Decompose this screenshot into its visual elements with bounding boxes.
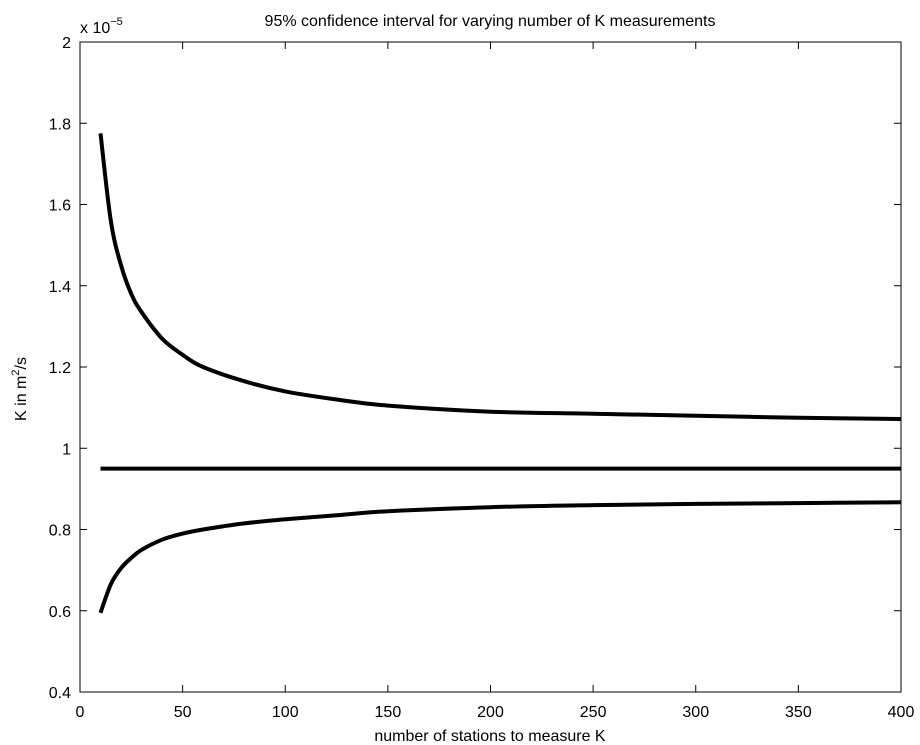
y-tick-label: 1.8 — [49, 116, 71, 133]
y-tick-label: 0.6 — [49, 604, 71, 621]
y-tick-label: 2 — [62, 35, 71, 52]
chart-title: 95% confidence interval for varying numb… — [265, 13, 716, 30]
x-tick-label: 0 — [76, 704, 85, 721]
plot-frame — [79, 41, 902, 693]
x-tick-label: 100 — [272, 704, 299, 721]
y-tick-label: 0.4 — [49, 685, 71, 702]
y-axis-label-suffix: /s — [13, 357, 30, 369]
y-tick-label: 1 — [62, 441, 71, 458]
y-axis-label-prefix: K in m — [13, 376, 30, 421]
y-multiplier-base: x 10 — [80, 20, 110, 37]
x-tick-label: 200 — [477, 704, 504, 721]
y-multiplier: x 10−5 — [80, 16, 123, 37]
y-tick-label: 0.8 — [49, 523, 71, 540]
series-group — [98, 133, 902, 614]
series-lower-bound-line — [98, 500, 902, 614]
x-tick-label: 300 — [682, 704, 709, 721]
series-upper-bound-line — [98, 133, 902, 421]
x-tick-label: 350 — [785, 704, 812, 721]
y-axis-label-sup: 2 — [10, 369, 22, 375]
y-tick-label: 1.6 — [49, 198, 71, 215]
x-axis-label: number of stations to measure K — [374, 728, 606, 745]
x-tick-label: 400 — [888, 704, 915, 721]
y-tick-label: 1.2 — [49, 360, 71, 377]
x-tick-label: 250 — [580, 704, 607, 721]
y-multiplier-exponent: −5 — [110, 16, 123, 28]
x-tick-label: 150 — [375, 704, 402, 721]
ticks: 0 50 100 150 200 250 300 350 400 0.4 0.6 0.8 1 1.2 1.4… — [49, 35, 915, 721]
y-tick-label: 1.4 — [49, 279, 71, 296]
y-axis-label: K in m2/s — [10, 357, 30, 421]
x-tick-label: 50 — [174, 704, 192, 721]
